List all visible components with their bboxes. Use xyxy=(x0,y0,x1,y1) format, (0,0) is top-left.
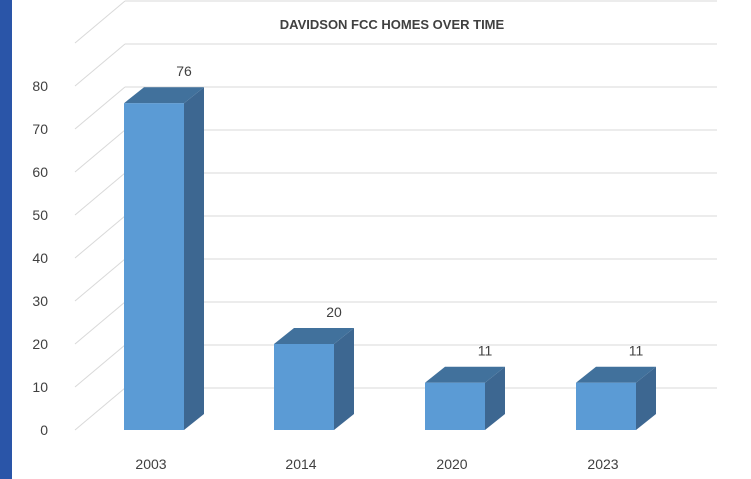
x-category-label: 2003 xyxy=(135,456,166,472)
y-tick-label: 20 xyxy=(32,336,48,352)
x-category-label: 2020 xyxy=(436,456,467,472)
data-label: 20 xyxy=(326,304,342,320)
data-label: 76 xyxy=(176,63,192,79)
y-tick-label: 50 xyxy=(32,207,48,223)
x-category-label: 2023 xyxy=(587,456,618,472)
y-tick-label: 60 xyxy=(32,164,48,180)
bar-top xyxy=(576,366,656,383)
bar-front xyxy=(425,382,485,430)
gridline-diagonal xyxy=(74,172,126,216)
bar-2003 xyxy=(124,87,204,430)
bar-top xyxy=(274,328,354,344)
data-labels: 76 20 11 11 xyxy=(176,63,643,359)
y-axis-ticks: 0 10 20 30 40 50 60 70 80 xyxy=(32,78,48,438)
bar-top xyxy=(425,366,505,383)
bar-front xyxy=(274,344,334,430)
bars xyxy=(124,87,656,430)
bar-side xyxy=(636,366,656,430)
bar-side xyxy=(334,328,354,430)
gridline-diagonal xyxy=(74,215,126,259)
data-label: 11 xyxy=(629,343,644,359)
bar-2014 xyxy=(274,328,354,430)
gridline-diagonal xyxy=(74,344,126,388)
bar-side xyxy=(184,87,204,430)
y-tick-label: 40 xyxy=(32,250,48,266)
y-tick-label: 10 xyxy=(32,379,48,395)
gridline-diagonal xyxy=(74,86,126,130)
y-tick-label: 80 xyxy=(32,78,48,94)
bar-2020 xyxy=(425,366,505,430)
bar-side xyxy=(485,366,505,430)
chart-frame: DAVIDSON FCC HOMES OVER TIME 0 10 20 30 40 50… xyxy=(12,0,751,479)
bar-front xyxy=(576,382,636,430)
gridline-diagonal xyxy=(74,301,126,345)
category-labels: 2003 2014 2020 2023 xyxy=(135,456,618,472)
gridline-diagonal xyxy=(74,258,126,302)
gridline-diagonal xyxy=(74,0,126,44)
gridline-diagonal xyxy=(74,129,126,173)
gridline-diagonal xyxy=(74,43,126,87)
x-category-label: 2014 xyxy=(285,456,316,472)
y-tick-label: 70 xyxy=(32,121,48,137)
y-tick-label: 30 xyxy=(32,293,48,309)
bar-front xyxy=(124,103,184,430)
bar-top xyxy=(124,87,204,104)
bar-chart: DAVIDSON FCC HOMES OVER TIME 0 10 20 30 40 50… xyxy=(32,0,717,472)
y-tick-label: 0 xyxy=(40,422,48,438)
gridlines xyxy=(74,0,717,431)
data-label: 11 xyxy=(478,343,493,359)
bar-2023 xyxy=(576,366,656,430)
chart-title: DAVIDSON FCC HOMES OVER TIME xyxy=(280,17,505,32)
gridline-diagonal xyxy=(74,387,126,431)
